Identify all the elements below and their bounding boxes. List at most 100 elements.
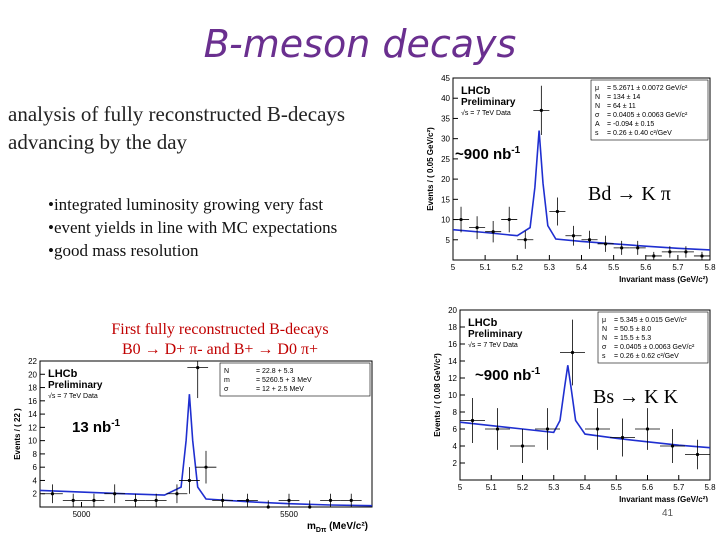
energy-label: √s = 7 TeV Data xyxy=(48,392,98,400)
preliminary-label: Preliminary xyxy=(461,97,516,108)
x-tick-label: 5 xyxy=(458,483,463,492)
data-point xyxy=(620,435,625,440)
bd-kpi-chart: 5 10 15 20 25 30 35 40 45 5 5.1 5.2 5.3 5.4 5.5 5.6 5.7 5… xyxy=(426,74,716,284)
bullet-item: •good mass resolution xyxy=(48,241,199,260)
data-point xyxy=(349,498,353,502)
y-tick-label: 20 xyxy=(448,306,457,315)
data-point xyxy=(603,242,608,246)
x-tick-label: 5.5 xyxy=(611,483,623,492)
data-point xyxy=(245,498,250,502)
y-tick-label: 6 xyxy=(453,425,458,434)
x-tick-label: 5.4 xyxy=(579,483,591,492)
bs-kk-svg: 2 4 6 8 10 12 14 16 18 20 5 5.1 5.2 5.3 5.4 5.5 5.6 5.7 5.… xyxy=(433,306,716,502)
fit-param-symbol: N xyxy=(595,103,600,110)
data-point xyxy=(470,418,475,423)
preliminary-label: Preliminary xyxy=(468,329,523,340)
data-point xyxy=(113,492,117,496)
y-tick-label: 35 xyxy=(441,114,450,123)
lhcb-label: LHCb xyxy=(461,85,491,97)
data-point xyxy=(684,250,688,254)
fit-curve xyxy=(452,130,711,251)
data-point xyxy=(287,498,291,502)
y-tick-label: 18 xyxy=(28,384,37,393)
figure-caption: First fully reconstructed B-decays B0 → … xyxy=(70,320,370,360)
bd-luminosity: ~900 nb-1 xyxy=(455,145,521,163)
data-point xyxy=(523,238,527,242)
y-axis-label: Events / ( 0.05 GeV/c²) xyxy=(426,127,435,211)
fit-param-symbol: σ xyxy=(224,386,229,393)
data-point xyxy=(308,505,312,509)
fit-param-value: = 0.26 ± 0.62 c²/GeV xyxy=(614,353,679,360)
lhcb-label: LHCb xyxy=(48,368,78,380)
slide-title: B-meson decays xyxy=(203,22,517,66)
fit-param-value: = 22.8 + 5.3 xyxy=(256,368,293,375)
intro-text: analysis of fully reconstructed B-decays… xyxy=(8,100,345,156)
data-point xyxy=(133,498,138,502)
y-tick-label: 14 xyxy=(448,357,457,366)
fit-param-symbol: σ xyxy=(602,344,607,351)
data-point xyxy=(92,498,96,502)
x-tick-label: 5.2 xyxy=(512,263,524,272)
y-tick-label: 10 xyxy=(441,216,450,225)
x-tick-label: 5.8 xyxy=(704,483,716,492)
y-tick-label: 2 xyxy=(33,490,38,499)
bs-kk-plot: 2 4 6 8 10 12 14 16 18 20 5 5.1 5.2 5.3 5.4 5.5 5.6 5.7 5.… xyxy=(432,302,720,502)
bd-decay-label: Bd → K π xyxy=(588,183,671,205)
fit-param-symbol: N xyxy=(602,335,607,342)
x-axis-label: Invariant mass (GeV/c²) xyxy=(619,495,708,502)
data-point xyxy=(700,254,704,258)
fit-param-symbol: m xyxy=(224,377,230,384)
data-point xyxy=(507,217,511,222)
data-point xyxy=(328,498,333,502)
fit-param-symbol: N xyxy=(602,326,607,333)
data-point xyxy=(204,465,208,469)
fit-param-value: = 12 + 2.5 MeV xyxy=(256,386,304,393)
y-tick-label: 16 xyxy=(28,397,37,406)
data-point xyxy=(221,498,225,502)
preliminary-label: Preliminary xyxy=(48,380,103,391)
y-tick-label: 20 xyxy=(28,370,37,379)
y-tick-label: 45 xyxy=(441,74,450,83)
data-point xyxy=(595,427,600,431)
y-axis-label: Events / ( 22 ) xyxy=(13,408,22,460)
data-point xyxy=(459,217,463,222)
bd-kpi-svg: 5 10 15 20 25 30 35 40 45 5 5.1 5.2 5.3 5.4 5.5 5.6 5.7 5… xyxy=(426,74,716,284)
fit-param-value: = 64 ± 11 xyxy=(607,103,636,110)
bs-luminosity: ~900 nb-1 xyxy=(475,366,541,384)
fit-param-value: = 134 ± 14 xyxy=(607,94,640,101)
y-tick-label: 16 xyxy=(448,340,457,349)
bs-kk-chart: 2 4 6 8 10 12 14 16 18 20 5 5.1 5.2 5.3 5.4 5.5 5.6 5.7 5.… xyxy=(433,306,716,502)
fit-param-symbol: s xyxy=(595,130,599,137)
data-point xyxy=(539,108,543,112)
bs-decay-label: Bs → K K xyxy=(593,386,679,408)
data-point xyxy=(587,238,592,242)
x-tick-label: 5.1 xyxy=(486,483,498,492)
bd-kpi-plot: 5 10 15 20 25 30 35 40 45 5 5.1 5.2 5.3 5.4 5.5 5.6 5.7 5… xyxy=(425,70,720,290)
fit-param-value: = 15.5 ± 5.3 xyxy=(614,335,651,342)
x-tick-label: 5.8 xyxy=(704,263,716,272)
data-point xyxy=(520,444,525,448)
x-tick-label: 5.6 xyxy=(642,483,654,492)
bullet-item: •integrated luminosity growing very fast xyxy=(48,195,324,214)
x-tick-label: 5500 xyxy=(280,510,298,519)
data-point xyxy=(175,492,179,496)
fit-param-symbol: N xyxy=(224,368,229,375)
bullet-item: •event yields in line with MC expectatio… xyxy=(48,218,338,237)
y-tick-label: 8 xyxy=(33,450,38,459)
data-point xyxy=(645,427,650,431)
y-tick-label: 4 xyxy=(33,476,38,485)
caption-line-1: First fully reconstructed B-decays xyxy=(111,321,329,338)
y-tick-label: 18 xyxy=(448,323,457,332)
fit-param-symbol: s xyxy=(602,353,606,360)
data-point xyxy=(570,350,575,355)
lhcb-label: LHCb xyxy=(468,317,498,329)
data-point xyxy=(571,234,576,238)
data-point xyxy=(668,250,672,254)
y-tick-label: 30 xyxy=(441,135,450,144)
y-tick-label: 14 xyxy=(28,410,37,419)
d-pi-plot: 2 4 6 8 10 12 14 16 18 20 22 5000 5500 Events / ( 22 … xyxy=(0,355,385,540)
d-pi-svg: 2 4 6 8 10 12 14 16 18 20 22 5000 5500 Events / ( 22 … xyxy=(13,357,373,534)
fit-param-value: = 0.0405 ± 0.0063 GeV/c² xyxy=(607,112,688,119)
y-tick-label: 22 xyxy=(28,357,37,366)
data-point xyxy=(491,230,495,234)
